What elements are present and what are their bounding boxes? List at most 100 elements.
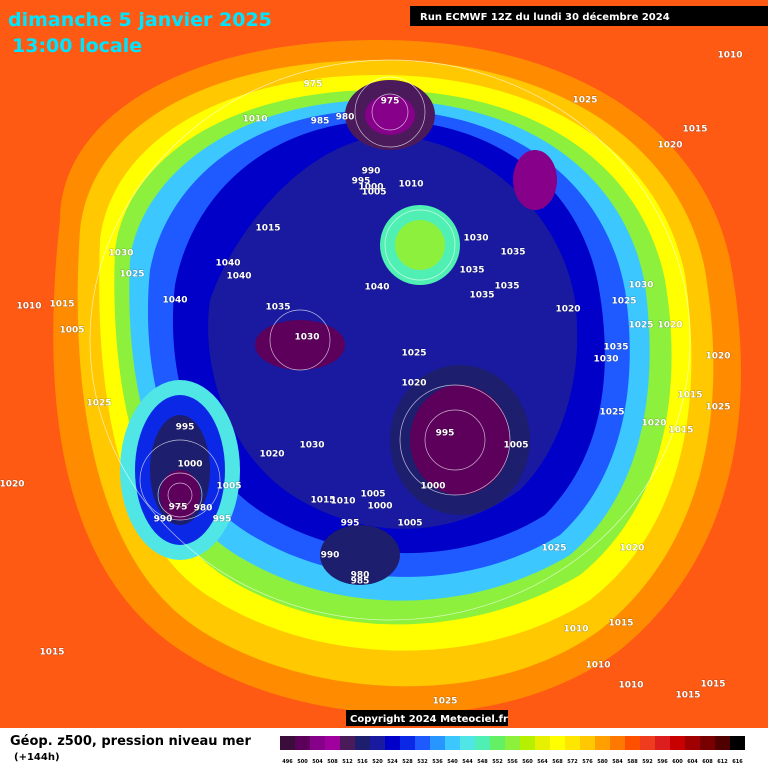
isobar-label: 1005: [503, 441, 528, 451]
isobar-label: 1025: [705, 403, 730, 413]
isobar-label: 1025: [86, 399, 111, 409]
scale-label: 568: [552, 759, 563, 765]
isobar-label: 1015: [49, 300, 74, 310]
scale-swatch: [490, 736, 505, 750]
isobar-label: 995: [341, 519, 360, 529]
isobar-label: 1030: [593, 355, 618, 365]
scale-label: 560: [522, 759, 533, 765]
isobar-label: 1000: [177, 460, 202, 470]
isobar-label: 1010: [618, 681, 643, 691]
scale-label: 552: [492, 759, 503, 765]
isobar-label: 975: [304, 80, 323, 90]
isobar-label: 1020: [705, 352, 730, 362]
isobar-label: 990: [154, 515, 173, 525]
scale-swatch: [715, 736, 730, 750]
scale-swatch: [535, 736, 550, 750]
isobar-label: 1035: [500, 248, 525, 258]
scale-swatch: [355, 736, 370, 750]
isobar-label: 1040: [162, 296, 187, 306]
isobar-label: 980: [351, 571, 370, 581]
scale-label: 504: [312, 759, 323, 765]
isobar-label: 1025: [572, 96, 597, 106]
scale-label: 548: [477, 759, 488, 765]
isobar-label: 990: [362, 167, 381, 177]
isobar-label: 1020: [401, 379, 426, 389]
isobar-label: 1020: [641, 419, 666, 429]
geopotential-field: [53, 40, 741, 714]
scale-label: 608: [702, 759, 713, 765]
isobar-label: 1035: [459, 266, 484, 276]
isobar-label: 985: [351, 577, 370, 587]
isobar-label: 1040: [215, 259, 240, 269]
scale-label: 576: [582, 759, 593, 765]
isobar-label: 1010: [398, 180, 423, 190]
scale-swatch: [730, 736, 745, 750]
isobar-label: 1005: [216, 482, 241, 492]
scale-label: 588: [627, 759, 638, 765]
scale-swatch: [445, 736, 460, 750]
isobar-label: 1000: [358, 183, 383, 193]
isobar-label: 1015: [668, 426, 693, 436]
scale-label: 500: [297, 759, 308, 765]
scale-swatch: [370, 736, 385, 750]
scale-swatch: [415, 736, 430, 750]
scale-label: 508: [327, 759, 338, 765]
scale-swatch: [565, 736, 580, 750]
scale-label: 496: [282, 759, 293, 765]
isobar-label: 1030: [463, 234, 488, 244]
isobar-label: 1015: [39, 648, 64, 658]
scale-swatch: [505, 736, 520, 750]
isobar-label: 1030: [299, 441, 324, 451]
isobar-label: 990: [321, 551, 340, 561]
scale-label: 584: [612, 759, 623, 765]
isobar-label: 995: [352, 177, 371, 187]
isobar-label: 1015: [677, 391, 702, 401]
isobar-label: 1025: [628, 321, 653, 331]
isobar-label: 980: [194, 504, 213, 514]
scale-swatch: [400, 736, 415, 750]
scale-swatch: [550, 736, 565, 750]
scale-swatch: [610, 736, 625, 750]
scale-label: 592: [642, 759, 653, 765]
isobar-label: 1015: [675, 691, 700, 701]
isobar-label: 1020: [555, 305, 580, 315]
isobar-label: 1010: [242, 115, 267, 125]
isobar-label: 1015: [255, 224, 280, 234]
isobar-label: 1010: [16, 302, 41, 312]
isobar-label: 1015: [310, 496, 335, 506]
isobar-label: 1010: [330, 497, 355, 507]
isobar-label: 1025: [541, 544, 566, 554]
isobar-label: 1005: [361, 188, 386, 198]
scale-label: 516: [357, 759, 368, 765]
scale-label: 532: [417, 759, 428, 765]
scale-label: 536: [432, 759, 443, 765]
scale-label: 564: [537, 759, 548, 765]
isobar-label: 985: [311, 117, 330, 127]
scale-swatch: [625, 736, 640, 750]
scale-label: 556: [507, 759, 518, 765]
scale-swatch: [700, 736, 715, 750]
isobar-label: 1035: [603, 343, 628, 353]
isobar-label: 1025: [432, 697, 457, 707]
isobar-label: 995: [213, 515, 232, 525]
scale-label: 544: [462, 759, 473, 765]
scale-swatch: [580, 736, 595, 750]
isobar-label: 1005: [59, 326, 84, 336]
isobar-label: 1035: [265, 303, 290, 313]
scale-label: 612: [717, 759, 728, 765]
isobar-label: 975: [381, 97, 400, 107]
isobar-label: 995: [436, 429, 455, 439]
scale-label: 604: [687, 759, 698, 765]
scale-swatch: [295, 736, 310, 750]
time-subtitle: 13:00 locale: [12, 35, 142, 57]
isobar-label: 1000: [367, 502, 392, 512]
scale-swatch: [475, 736, 490, 750]
isobar-label: 995: [176, 423, 195, 433]
lead-time: (+144h): [14, 752, 60, 763]
isobar-label: 1025: [599, 408, 624, 418]
isobars: [89, 59, 691, 621]
scale-swatch: [670, 736, 685, 750]
date-title: dimanche 5 janvier 2025: [8, 9, 272, 31]
isobar-label: 1020: [657, 321, 682, 331]
